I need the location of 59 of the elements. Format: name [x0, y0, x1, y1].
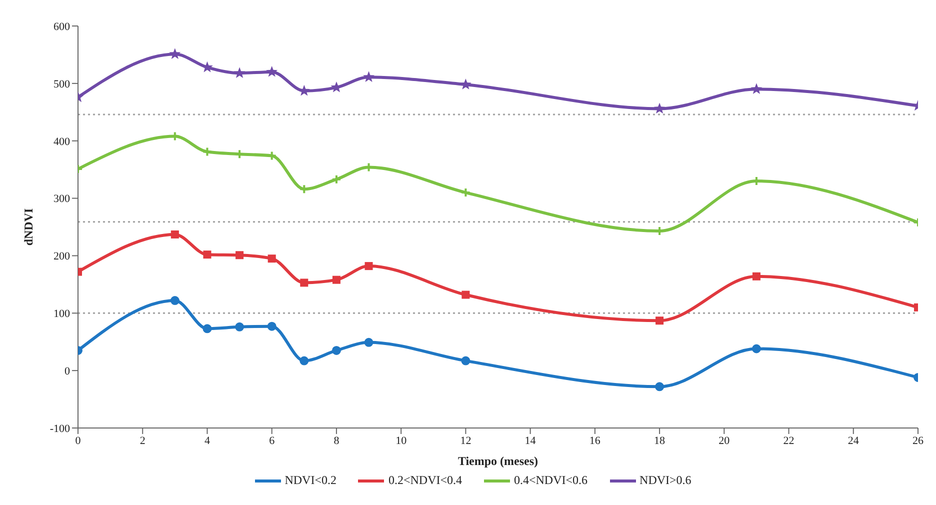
x-tick-label: 2 [140, 434, 146, 447]
point [332, 346, 341, 355]
x-tick-label: 6 [269, 434, 276, 447]
point [268, 254, 276, 263]
y-axis-title: dNDVI [21, 208, 36, 246]
point [203, 250, 212, 259]
x-axis-title: Tiempo (meses) [458, 454, 538, 468]
legend-label: 0.4<NDVI<0.6 [513, 473, 588, 488]
y-tick-label: 600 [54, 20, 70, 33]
x-tick-label: 26 [912, 434, 924, 447]
point [460, 188, 471, 198]
point [750, 83, 762, 94]
point [235, 322, 244, 332]
y-tick-label: 500 [54, 78, 70, 90]
point [169, 48, 181, 59]
point [266, 66, 278, 77]
point [364, 338, 374, 347]
x-tick-label: 12 [460, 434, 472, 447]
point [364, 262, 373, 270]
y-tick-label: 300 [54, 193, 70, 206]
x-tick-label: 16 [589, 434, 601, 447]
legend-label: NDVI<0.2 [284, 473, 336, 488]
y-tick-label: 400 [54, 136, 70, 148]
point [300, 356, 309, 366]
point [300, 278, 308, 287]
point [234, 67, 246, 78]
point [363, 71, 374, 82]
point [170, 296, 180, 306]
point [752, 344, 761, 354]
y-tick-label: 200 [54, 250, 70, 263]
point [461, 356, 470, 366]
point [752, 272, 760, 280]
x-tick-label: 22 [783, 434, 794, 447]
y-tick-label: -100 [50, 422, 70, 435]
legend-label: 0.2<NDVI<0.4 [387, 473, 462, 488]
point [462, 290, 470, 299]
legend-label: NDVI>0.6 [638, 473, 692, 488]
point [460, 78, 472, 90]
x-tick-label: 18 [654, 434, 666, 447]
y-tick-label: 0 [64, 365, 70, 378]
x-tick-label: 8 [334, 434, 340, 447]
x-tick-label: 10 [396, 434, 408, 447]
point [236, 251, 244, 260]
point [654, 102, 666, 114]
point [656, 316, 664, 325]
x-tick-label: 24 [848, 434, 860, 447]
x-tick-label: 20 [718, 434, 730, 447]
point [331, 174, 342, 184]
point [202, 146, 212, 157]
point [202, 324, 212, 334]
x-tick-label: 0 [75, 434, 82, 447]
point [267, 322, 276, 331]
point [655, 382, 664, 392]
point [299, 184, 310, 194]
x-tick-label: 4 [204, 434, 210, 447]
point [332, 276, 340, 284]
y-tick-label: 100 [54, 308, 70, 320]
point [170, 230, 179, 238]
x-tick-label: 14 [524, 434, 536, 447]
